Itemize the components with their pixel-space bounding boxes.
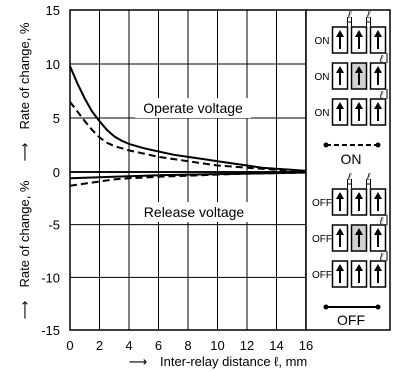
x-axis-arrow: ⟶ (129, 354, 148, 369)
legend-dot (323, 142, 329, 148)
row-label: OFF (312, 270, 332, 281)
tick-labels: 0 2 4 6 8 10 12 14 16 15 10 5 0 -5 -10 -15 (41, 3, 313, 353)
legend-dot (323, 304, 329, 310)
x-tick-label: 14 (269, 338, 283, 353)
relay-arrow-head (355, 30, 363, 37)
relay-arrow-head (336, 264, 344, 271)
relay-arrow-head (336, 66, 344, 73)
relay-arrow-head (336, 192, 344, 199)
x-tick-label: 10 (210, 338, 224, 353)
legend-dot (375, 142, 381, 148)
release-label-bg (132, 202, 254, 222)
y-tick-label: -15 (41, 323, 60, 338)
relay-arrow-head (374, 192, 382, 199)
spacing-symbol: ℓ (366, 172, 371, 183)
y-arrow-top: ⟶ (17, 143, 32, 162)
row-label: OFF (312, 198, 332, 209)
relay-arrow-head (355, 102, 363, 109)
chart-series (69, 65, 307, 187)
series-line-1 (69, 65, 307, 172)
legend-off-caption: OFF (337, 312, 365, 328)
operate-label-bg (135, 98, 251, 118)
x-tick-label: 8 (184, 338, 191, 353)
y-tick-label: 10 (46, 57, 60, 72)
row-label: ON (315, 72, 330, 83)
relay-arrow-head (336, 228, 344, 235)
relay-arrow-head (374, 264, 382, 271)
spacing-symbol: ℓ (379, 54, 384, 65)
relay-arrow-head (374, 228, 382, 235)
relay-arrow-head (355, 264, 363, 271)
operate-voltage-label: Operate voltage (143, 100, 243, 116)
x-tick-label: 16 (299, 338, 313, 353)
row-label: ON (315, 108, 330, 119)
legend-panel: ℓ ℓ ON ON ON ℓ ℓ ℓ ℓ OFF OFF OFF ℓ ℓ ON OFF (305, 9, 391, 331)
x-tick-label: 2 (96, 338, 103, 353)
y-label-top: Rate of change, % (17, 22, 32, 129)
spacing-symbol: ℓ (366, 10, 371, 21)
y-tick-label: 15 (46, 3, 60, 18)
relay-arrow-head (374, 66, 382, 73)
relay-arrow-head (355, 192, 363, 199)
x-axis-title: Inter-relay distance ℓ, mm (160, 354, 307, 369)
x-tick-label: 12 (240, 338, 254, 353)
legend-on-caption: ON (341, 151, 362, 167)
y-axis-title-top: ⟶ Rate of change, % (17, 22, 32, 161)
y-tick-label: -5 (48, 218, 60, 233)
y-tick-label: -10 (41, 270, 60, 285)
x-tick-label: 4 (125, 338, 132, 353)
series-line-4 (69, 171, 307, 187)
spacing-symbol: ℓ (347, 172, 352, 183)
relay-arrow-head (355, 66, 363, 73)
x-tick-label: 0 (66, 338, 73, 353)
legend-on-group: ℓ ℓ ON ON ON ℓ ℓ (315, 10, 388, 148)
spacing-symbol: ℓ (379, 216, 384, 227)
relay-arrow-head (374, 102, 382, 109)
series-line-2 (69, 101, 306, 172)
y-tick-label: 5 (53, 111, 60, 126)
legend-off-group: ℓ ℓ OFF OFF OFF ℓ ℓ (312, 172, 388, 310)
legend-dot (375, 304, 381, 310)
spacing-symbol: ℓ (347, 10, 352, 21)
spacing-symbol: ℓ (379, 90, 384, 101)
x-tick-label: 6 (155, 338, 162, 353)
release-voltage-label: Release voltage (144, 204, 245, 220)
relay-arrow-head (374, 30, 382, 37)
y-tick-label: 0 (53, 165, 60, 180)
y-axis-title-bottom: ⟶ Rate of change, % (17, 180, 32, 319)
relay-arrow-head (336, 102, 344, 109)
y-label-bottom: Rate of change, % (17, 180, 32, 287)
row-label: OFF (312, 234, 332, 245)
row-label: ON (315, 36, 330, 47)
relay-arrow-head (336, 30, 344, 37)
series-line-3 (69, 171, 307, 180)
y-arrow-bottom: ⟶ (17, 301, 32, 320)
spacing-symbol: ℓ (379, 252, 384, 263)
relay-arrow-head (355, 228, 363, 235)
